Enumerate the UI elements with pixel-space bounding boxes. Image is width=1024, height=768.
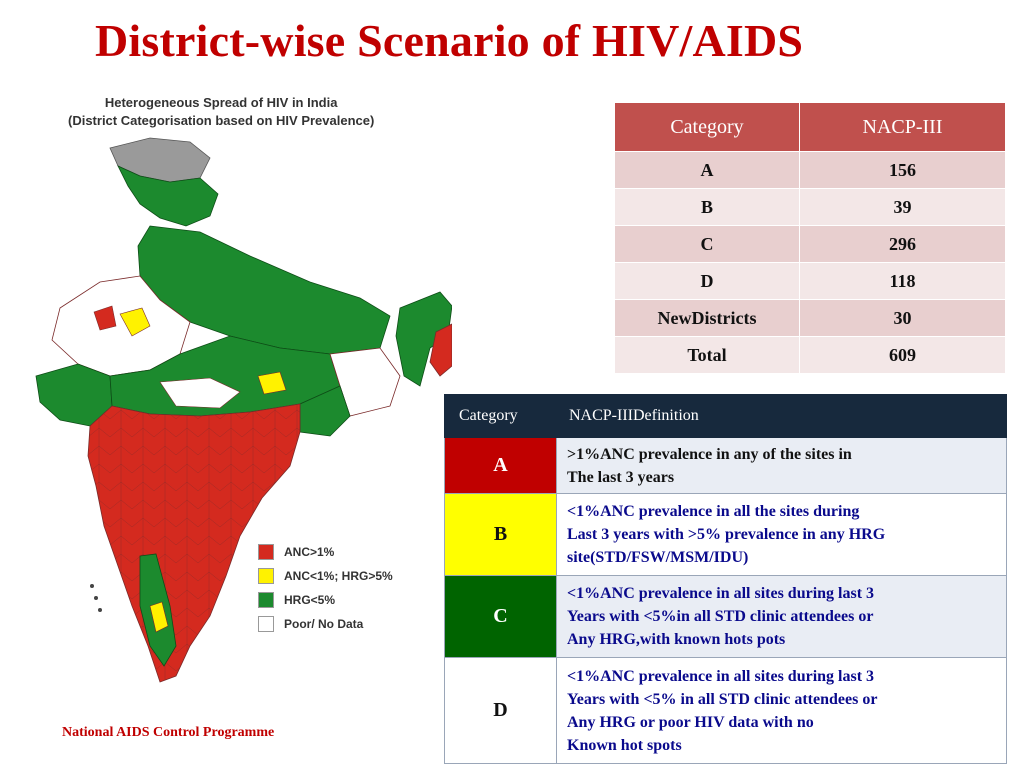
legend-label: HRG<5% xyxy=(284,593,336,607)
definition-line: site(STD/FSW/MSM/IDU) xyxy=(567,549,749,566)
table-row: A >1%ANC prevalence in any of the sites … xyxy=(444,437,1007,494)
count-cell-category: NewDistricts xyxy=(614,299,800,337)
count-cell-category: B xyxy=(614,188,800,226)
definition-cell-category: A xyxy=(444,437,557,494)
map-heading: Heterogeneous Spread of HIV in India (Di… xyxy=(68,94,374,130)
map-region-central-white xyxy=(159,377,241,409)
legend-label: ANC>1% xyxy=(284,545,335,559)
definition-header-category: Category xyxy=(444,394,557,438)
table-row: B 39 xyxy=(614,188,1006,226)
category-definition-table: Category NACP-IIIDefinition A >1%ANC pre… xyxy=(444,394,1007,764)
table-row: Total 609 xyxy=(614,336,1006,374)
definition-line: Years with <5%in all STD clinic attendee… xyxy=(567,608,874,625)
count-cell-value: 39 xyxy=(799,188,1006,226)
map-region-kerala-yellow xyxy=(149,601,169,633)
map-island-lakshadweep-1 xyxy=(90,584,94,588)
count-cell-category: Total xyxy=(614,336,800,374)
india-district-map xyxy=(35,137,452,683)
definition-line: <1%ANC prevalence in all the sites durin… xyxy=(567,503,860,520)
count-cell-value: 30 xyxy=(799,299,1006,337)
definition-cell-category: D xyxy=(444,657,557,764)
map-region-northeast xyxy=(395,291,452,387)
count-table-header-row: Category NACP-III xyxy=(614,102,1006,152)
count-cell-value: 156 xyxy=(799,151,1006,189)
definition-line: Known hot spots xyxy=(567,736,682,754)
legend-item: HRG<5% xyxy=(258,588,393,612)
slide-title: District-wise Scenario of HIV/AIDS xyxy=(95,15,804,66)
legend-swatch xyxy=(258,544,274,560)
map-legend: ANC>1% ANC<1%; HRG>5% HRG<5% Poor/ No Data xyxy=(258,540,393,636)
definition-cell-text: <1%ANC prevalence in all the sites durin… xyxy=(556,493,1007,576)
legend-item: Poor/ No Data xyxy=(258,612,393,636)
definition-line: Last 3 years with >5% prevalence in any … xyxy=(567,526,886,543)
table-row: D 118 xyxy=(614,262,1006,300)
category-count-table: Category NACP-III A 156 B 39 C 296 D 118… xyxy=(614,102,1006,374)
map-region-west-red xyxy=(93,305,117,331)
definition-table-header-row: Category NACP-IIIDefinition xyxy=(444,394,1007,438)
definition-line: Any HRG or poor HIV data with no xyxy=(567,713,814,731)
count-cell-category: A xyxy=(614,151,800,189)
legend-swatch xyxy=(258,616,274,632)
definition-line: <1%ANC prevalence in all sites during la… xyxy=(567,667,875,685)
definition-header-definition: NACP-IIIDefinition xyxy=(556,394,1007,438)
definition-cell-category: B xyxy=(444,493,557,576)
map-island-lakshadweep-2 xyxy=(94,596,98,600)
footer-text: National AIDS Control Programme xyxy=(62,725,275,740)
definition-cell-category: C xyxy=(444,575,557,658)
table-row: NewDistricts 30 xyxy=(614,299,1006,337)
count-header-category: Category xyxy=(614,102,800,152)
map-region-northeast-red xyxy=(429,323,452,377)
definition-cell-text: <1%ANC prevalence in all sites during la… xyxy=(556,575,1007,658)
definition-line: Years with <5% in all STD clinic attende… xyxy=(567,690,878,708)
map-region-south-districts xyxy=(88,404,300,682)
definition-line: Any HRG,with known hots pots xyxy=(567,631,786,648)
definition-cell-text: <1%ANC prevalence in all sites during la… xyxy=(556,657,1007,764)
map-region-central-yellow xyxy=(257,371,287,395)
legend-item: ANC<1%; HRG>5% xyxy=(258,564,393,588)
table-row: C 296 xyxy=(614,225,1006,263)
map-island-lakshadweep-3 xyxy=(98,608,102,612)
count-header-nacp: NACP-III xyxy=(799,102,1006,152)
count-cell-value: 118 xyxy=(799,262,1006,300)
india-hiv-map-panel: Heterogeneous Spread of HIV in India (Di… xyxy=(0,86,452,692)
definition-line: >1%ANC prevalence in any of the sites in xyxy=(567,445,852,463)
table-row: A 156 xyxy=(614,151,1006,189)
count-cell-value: 296 xyxy=(799,225,1006,263)
map-region-west-yellow xyxy=(119,307,151,337)
count-cell-category: D xyxy=(614,262,800,300)
definition-line: The last 3 years xyxy=(567,468,675,486)
legend-label: Poor/ No Data xyxy=(284,617,364,631)
map-heading-line2: (District Categorisation based on HIV Pr… xyxy=(68,113,375,128)
table-row: B <1%ANC prevalence in all the sites dur… xyxy=(444,493,1007,576)
legend-label: ANC<1%; HRG>5% xyxy=(284,569,393,583)
legend-item: ANC>1% xyxy=(258,540,393,564)
count-cell-value: 609 xyxy=(799,336,1006,374)
table-row: C <1%ANC prevalence in all sites during … xyxy=(444,575,1007,658)
legend-swatch xyxy=(258,592,274,608)
definition-cell-text: >1%ANC prevalence in any of the sites in… xyxy=(556,437,1007,494)
map-region-north-green xyxy=(117,165,219,227)
map-heading-line1: Heterogeneous Spread of HIV in India xyxy=(104,95,338,110)
count-cell-category: C xyxy=(614,225,800,263)
legend-swatch xyxy=(258,568,274,584)
definition-line: <1%ANC prevalence in all sites during la… xyxy=(567,585,875,602)
table-row: D <1%ANC prevalence in all sites during … xyxy=(444,657,1007,764)
